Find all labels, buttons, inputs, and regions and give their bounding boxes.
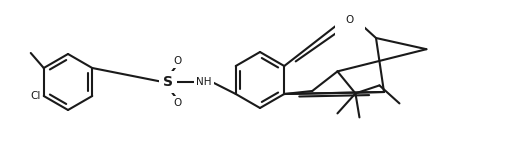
Text: Cl: Cl [30, 91, 41, 101]
Text: O: O [345, 15, 353, 25]
Text: NH: NH [195, 77, 211, 87]
Text: O: O [174, 98, 182, 108]
Text: O: O [174, 56, 182, 66]
Text: S: S [163, 75, 173, 89]
